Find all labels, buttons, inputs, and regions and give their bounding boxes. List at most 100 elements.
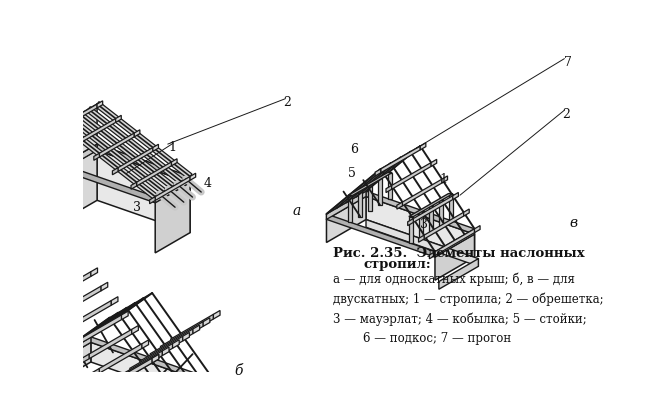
Polygon shape (153, 144, 158, 151)
Polygon shape (142, 340, 148, 349)
Polygon shape (152, 354, 159, 363)
Text: стропил:: стропил: (364, 258, 432, 271)
Polygon shape (203, 318, 210, 326)
Text: Рис. 2.35.  Элементы наслонных: Рис. 2.35. Элементы наслонных (332, 247, 585, 260)
Polygon shape (48, 342, 91, 387)
Polygon shape (375, 169, 381, 176)
Text: 2: 2 (283, 97, 291, 110)
Polygon shape (160, 321, 203, 351)
Polygon shape (68, 301, 111, 330)
Polygon shape (171, 385, 213, 418)
Polygon shape (327, 191, 366, 219)
Polygon shape (63, 104, 97, 128)
Polygon shape (397, 202, 402, 209)
Polygon shape (378, 178, 382, 205)
Polygon shape (103, 383, 110, 392)
Polygon shape (464, 209, 469, 216)
Polygon shape (69, 117, 166, 194)
Polygon shape (418, 235, 424, 242)
Polygon shape (63, 150, 97, 221)
Text: в: в (570, 216, 578, 230)
Text: 5: 5 (348, 167, 356, 180)
Polygon shape (190, 173, 196, 180)
Polygon shape (388, 173, 392, 199)
Polygon shape (152, 354, 159, 363)
Text: 2: 2 (562, 108, 570, 121)
Polygon shape (57, 124, 63, 131)
Polygon shape (408, 219, 413, 226)
Polygon shape (409, 194, 453, 217)
Polygon shape (132, 326, 138, 334)
Text: 3: 3 (134, 201, 142, 214)
Polygon shape (368, 184, 372, 211)
Polygon shape (91, 337, 213, 385)
Polygon shape (475, 226, 480, 233)
Polygon shape (419, 211, 423, 238)
Text: 1: 1 (168, 141, 176, 154)
Text: 4: 4 (203, 177, 211, 190)
Polygon shape (366, 219, 478, 266)
Text: б: б (234, 364, 243, 378)
Polygon shape (120, 351, 162, 380)
Polygon shape (420, 143, 426, 150)
Polygon shape (171, 314, 213, 344)
Polygon shape (99, 344, 142, 373)
Polygon shape (155, 183, 190, 253)
Polygon shape (449, 194, 453, 221)
Polygon shape (150, 196, 155, 204)
Polygon shape (172, 159, 177, 166)
Polygon shape (183, 332, 190, 341)
Text: а: а (293, 204, 301, 218)
Polygon shape (63, 164, 155, 203)
Polygon shape (48, 293, 152, 362)
Polygon shape (327, 214, 435, 257)
Polygon shape (79, 315, 122, 344)
Polygon shape (82, 354, 89, 363)
Polygon shape (86, 107, 184, 184)
Text: а — для односкатных крыш; б, в — для
двускатных; 1 — стропила; 2 — обрешетка;
3 : а — для односкатных крыш; б, в — для дву… (332, 273, 603, 345)
Polygon shape (392, 163, 431, 189)
Polygon shape (48, 337, 91, 367)
Polygon shape (118, 148, 153, 171)
Polygon shape (101, 282, 108, 291)
Polygon shape (94, 153, 99, 161)
Polygon shape (99, 133, 134, 157)
Polygon shape (91, 342, 213, 405)
Polygon shape (402, 179, 442, 206)
Polygon shape (62, 325, 68, 334)
Polygon shape (75, 139, 81, 146)
Polygon shape (429, 205, 433, 232)
Text: 6: 6 (350, 143, 358, 155)
Polygon shape (48, 362, 171, 410)
Polygon shape (431, 159, 437, 166)
Polygon shape (89, 329, 132, 359)
Polygon shape (435, 229, 475, 257)
Polygon shape (348, 196, 352, 222)
Polygon shape (381, 146, 420, 173)
Polygon shape (48, 272, 91, 301)
Polygon shape (52, 311, 59, 319)
Text: 7: 7 (564, 56, 571, 69)
Polygon shape (386, 186, 392, 193)
Polygon shape (439, 199, 443, 226)
Polygon shape (442, 176, 448, 183)
Text: 3: 3 (420, 218, 428, 231)
Polygon shape (97, 150, 190, 233)
Polygon shape (59, 286, 101, 316)
Polygon shape (91, 268, 98, 276)
Polygon shape (81, 119, 116, 143)
Polygon shape (409, 217, 413, 243)
Polygon shape (110, 358, 152, 387)
Polygon shape (134, 130, 140, 137)
Polygon shape (41, 296, 48, 305)
Text: 1: 1 (440, 173, 448, 186)
Polygon shape (413, 196, 453, 222)
Polygon shape (110, 358, 152, 387)
Polygon shape (358, 190, 362, 217)
Polygon shape (366, 196, 475, 257)
Polygon shape (327, 146, 420, 214)
Polygon shape (116, 115, 121, 122)
Polygon shape (430, 252, 435, 259)
Polygon shape (136, 162, 172, 186)
Polygon shape (439, 259, 478, 289)
